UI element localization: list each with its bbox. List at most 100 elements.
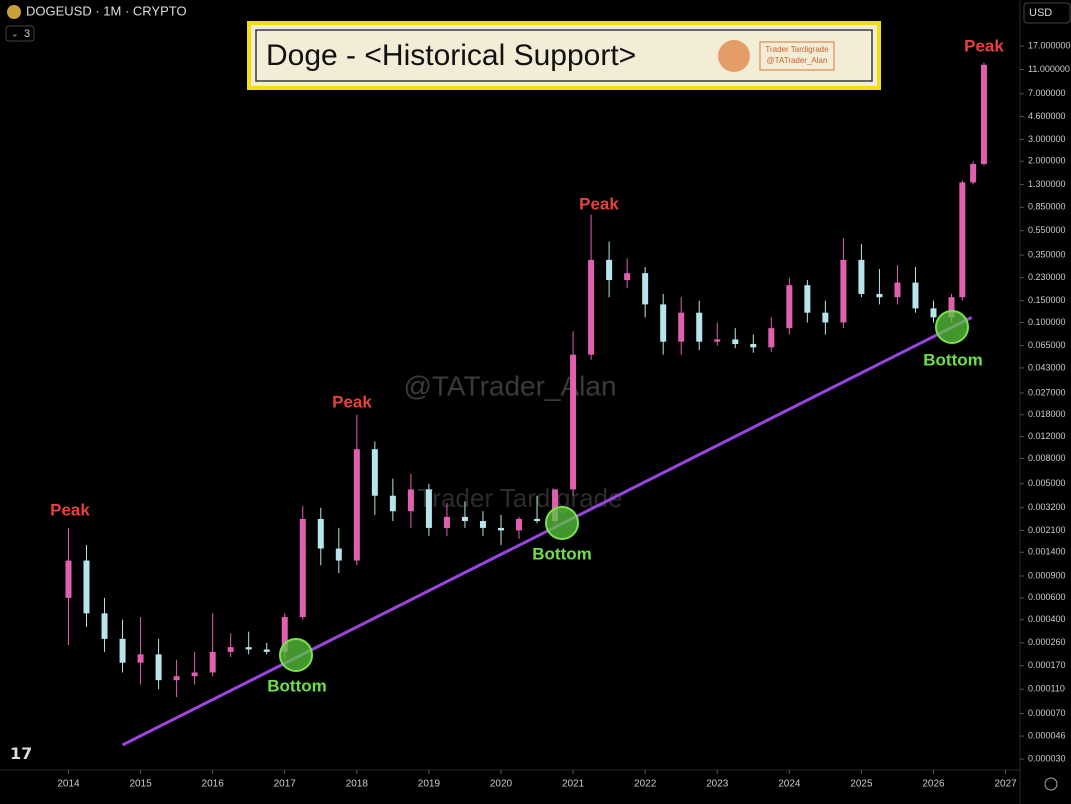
y-tick-label: 0.150000 [1028,295,1066,305]
candle-body [263,649,270,652]
x-tick-label: 2024 [778,779,801,790]
candle-body [660,304,667,342]
candle-body [912,282,919,309]
y-tick-label: 0.012000 [1028,431,1066,441]
indicator-toggle[interactable] [5,25,35,42]
candle-body [209,651,216,673]
title-box [247,21,881,90]
y-tick-label: 0.005000 [1028,478,1066,488]
candle-body [497,527,504,531]
candle-body [970,164,977,183]
candle-body [335,548,342,561]
annotation: Bottom [267,676,326,695]
y-tick-label: 0.000600 [1028,592,1066,602]
annotation: Peak [579,194,619,213]
badge-text: Trader Tardigrade [765,45,829,54]
candle-body [191,672,198,677]
candle-body [516,518,523,531]
y-tick-label: 0.000070 [1028,708,1066,718]
candle-body [461,516,468,522]
candle-body [443,516,450,528]
annotation: Peak [964,36,1004,55]
y-tick-label: 0.000046 [1028,730,1066,740]
candle-body [876,293,883,298]
candle-body [696,312,703,342]
x-tick-label: 2017 [274,779,297,790]
candle-body [245,647,252,650]
y-tick-label: 0.001400 [1028,547,1066,557]
indicator-count: 3 [24,28,30,40]
x-tick-label: 2025 [850,779,873,790]
x-tick-label: 2021 [562,779,585,790]
candle-body [389,495,396,512]
candle-body [948,297,955,318]
y-tick-label: 17.000000 [1028,40,1071,50]
y-tick-label: 0.000030 [1028,753,1066,763]
y-tick-label: 0.000900 [1028,570,1066,580]
candle-body [894,282,901,298]
x-tick-label: 2018 [346,779,369,790]
x-tick-label: 2022 [634,779,657,790]
y-tick-label: 0.043000 [1028,362,1066,372]
y-tick-label: 0.550000 [1028,225,1066,235]
x-tick-label: 2015 [129,779,152,790]
candle-body [317,518,324,549]
candle-body [137,654,144,663]
y-tick-label: 0.000110 [1028,684,1065,694]
candle-body [227,647,234,652]
candle-body [980,64,987,165]
candle-body [281,617,288,652]
candle-body [173,676,180,681]
candle-body [606,259,613,281]
candle-body [804,285,811,313]
x-tick-label: 2027 [994,779,1017,790]
candle-body [299,518,306,618]
candle-body [642,273,649,305]
annotation: Bottom [532,544,591,563]
x-tick-label: 2014 [57,779,80,790]
y-tick-label: 1.300000 [1028,179,1066,189]
annotation: Peak [332,392,372,411]
y-tick-label: 0.003200 [1028,502,1066,512]
x-tick-label: 2026 [922,779,945,790]
y-tick-label: 7.000000 [1028,88,1066,98]
y-tick-label: 3.000000 [1028,134,1066,144]
candle-body [534,518,541,522]
y-tick-label: 4.600000 [1028,111,1066,121]
chart-title: Doge - <Historical Support> [266,39,636,72]
badge-logo [718,40,750,72]
candle-body [840,259,847,323]
candle-body [425,489,432,528]
y-tick-label: 2.000000 [1028,156,1066,166]
currency: USD [1029,7,1052,19]
candle-body [930,308,937,318]
x-tick-label: 2019 [418,779,441,790]
annotation: Bottom [923,350,982,369]
candle-body [479,521,486,528]
y-tick-label: 0.018000 [1028,409,1066,419]
candle-body [750,344,757,348]
currency-button[interactable] [1023,2,1071,24]
y-tick-label: 0.230000 [1028,272,1066,282]
y-tick-label: 0.000260 [1028,637,1066,647]
candle-body [732,339,739,345]
symbol: DOGEUSD · 1M · CRYPTO [26,3,187,18]
candle-body [371,449,378,496]
settings-icon[interactable] [1044,777,1058,791]
plot-area [65,62,987,747]
candle-body [552,489,559,522]
chevron: ⌄ [11,28,19,38]
y-tick-label: 0.850000 [1028,202,1066,212]
x-tick-label: 2016 [202,779,225,790]
candle-body [119,638,126,663]
y-tick-label: 0.000170 [1028,660,1066,670]
candle-body [714,339,721,342]
y-tick-label: 0.002100 [1028,525,1066,535]
candle-body [155,654,162,681]
candle-body [83,560,90,614]
title-inner-border [255,29,873,82]
candle-body [353,449,360,561]
candle-body [65,560,72,598]
